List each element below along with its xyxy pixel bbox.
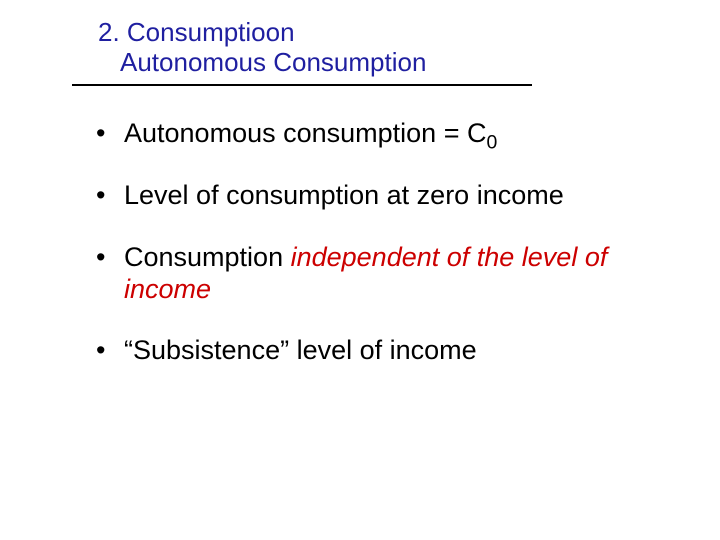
bullet-item: • Level of consumption at zero income <box>96 180 636 212</box>
bullet-marker: • <box>96 335 124 367</box>
bullet-item: • Consumption independent of the level o… <box>96 242 636 306</box>
bullet-item: • “Subsistence” level of income <box>96 335 636 367</box>
bullet-marker: • <box>96 180 124 212</box>
bullet-marker: • <box>96 242 124 274</box>
bullet-text: Consumption independent of the level of … <box>124 242 636 306</box>
slide: 2. Consumptioon Autonomous Consumption •… <box>0 0 720 540</box>
title-underline <box>72 84 532 86</box>
slide-title: 2. Consumptioon Autonomous Consumption <box>98 18 638 78</box>
bullet-pre: Consumption <box>124 242 291 272</box>
bullet-text: “Subsistence” level of income <box>124 335 636 367</box>
bullet-text: Autonomous consumption = C0 <box>124 118 636 150</box>
bullet-sub: 0 <box>486 131 497 153</box>
bullet-marker: • <box>96 118 124 150</box>
title-line-1: 2. Consumptioon <box>98 18 638 48</box>
bullet-pre: Level of consumption at zero income <box>124 180 564 210</box>
bullet-pre: “Subsistence” level of income <box>124 335 477 365</box>
bullet-text: Level of consumption at zero income <box>124 180 636 212</box>
title-line-2: Autonomous Consumption <box>98 48 638 78</box>
bullet-pre: Autonomous consumption = C <box>124 118 486 148</box>
bullet-item: • Autonomous consumption = C0 <box>96 118 636 150</box>
slide-body: • Autonomous consumption = C0 • Level of… <box>96 118 636 397</box>
